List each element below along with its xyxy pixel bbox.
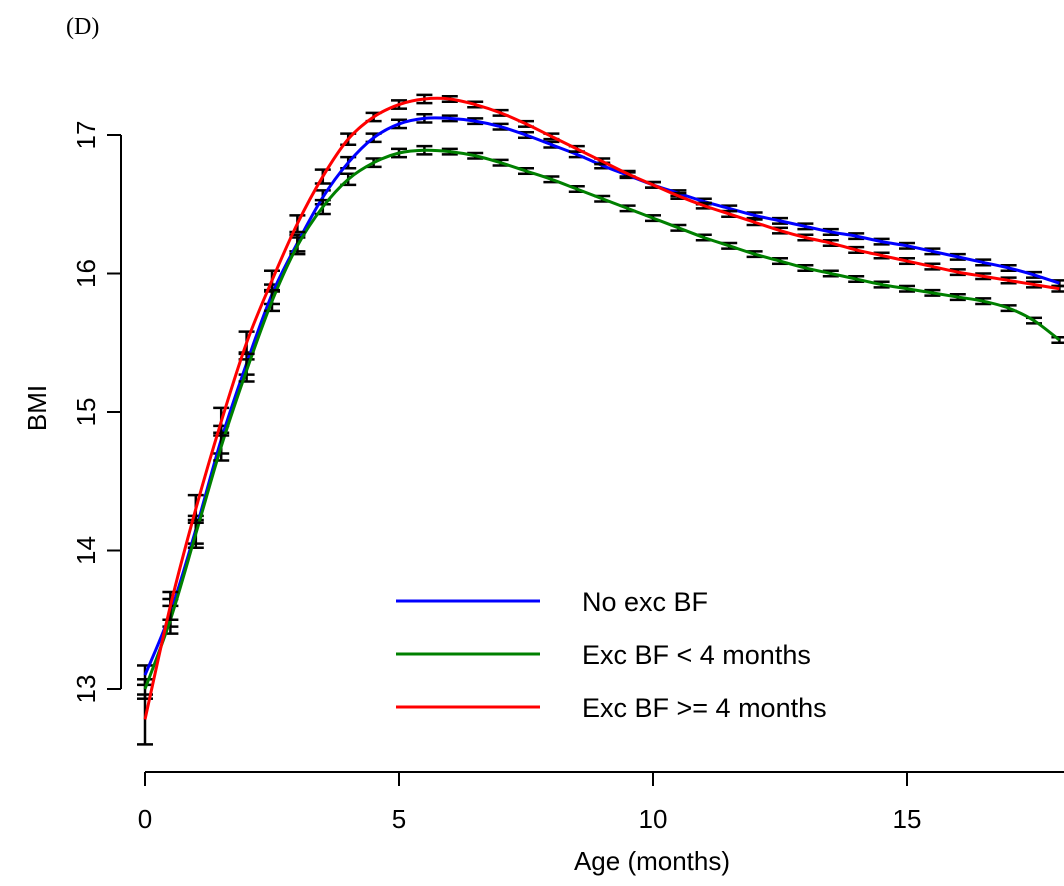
y-axis-title: BMI [22, 385, 52, 431]
series-3 [137, 93, 1064, 746]
legend-label: Exc BF < 4 months [582, 640, 811, 670]
y-tick-label: 17 [71, 121, 101, 150]
series-layer [137, 93, 1064, 746]
legend-item: Exc BF < 4 months [396, 640, 811, 670]
legend-label: Exc BF >= 4 months [582, 693, 827, 723]
legend: No exc BF Exc BF < 4 months Exc BF >= 4 mo… [396, 587, 827, 723]
y-tick-label: 13 [71, 675, 101, 704]
series-2 [137, 144, 1064, 700]
series-line [143, 116, 1060, 676]
x-tick-label: 15 [893, 804, 922, 834]
axes: 0 5 10 15 13 14 15 16 17 [71, 121, 1064, 834]
x-tick-label: 0 [138, 804, 152, 834]
y-tick-label: 16 [71, 259, 101, 288]
legend-item: No exc BF [396, 587, 708, 617]
legend-label: No exc BF [582, 587, 708, 617]
series-line [143, 148, 1061, 690]
series-1 [137, 112, 1064, 687]
x-tick-label: 10 [639, 804, 668, 834]
y-tick-label: 14 [71, 536, 101, 565]
x-axis-title: Age (months) [574, 846, 730, 876]
panel-label: (D) [66, 14, 100, 40]
y-tick-label: 15 [71, 398, 101, 427]
legend-item: Exc BF >= 4 months [396, 693, 827, 723]
series-line [143, 96, 1060, 720]
x-tick-label: 5 [392, 804, 406, 834]
